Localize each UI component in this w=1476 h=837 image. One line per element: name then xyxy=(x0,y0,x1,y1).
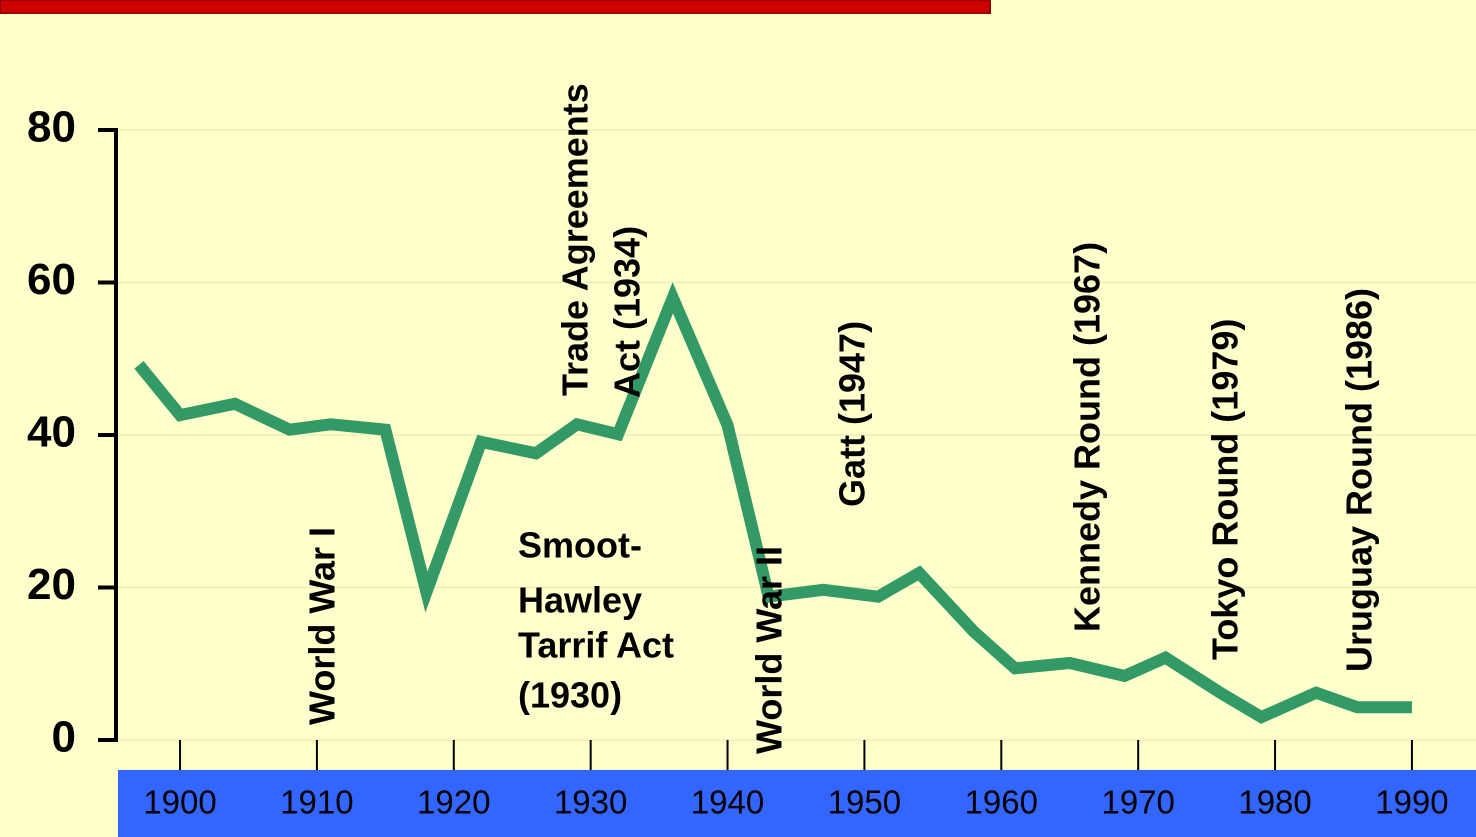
x-tick-label: 1930 xyxy=(554,784,627,821)
annotation: Hawley xyxy=(518,580,642,621)
x-tick-label: 1910 xyxy=(280,784,353,821)
grid: 0 20 40 60 80 1900 1910 1920 1930 1940 1950 1960 197… xyxy=(27,103,1476,821)
title-bar xyxy=(0,0,991,14)
x-tick-label: 1920 xyxy=(417,784,490,821)
y-tick-label: 0 xyxy=(52,713,76,762)
annotation: Tarrif Act xyxy=(518,625,674,666)
annotation: World War II xyxy=(749,546,790,754)
x-tick-label: 1980 xyxy=(1238,784,1311,821)
x-tick-label: 1960 xyxy=(965,784,1038,821)
annotations: World War I Trade Agreements Act (1934) … xyxy=(302,83,1380,754)
annotation: Trade Agreements xyxy=(555,83,596,396)
y-tick-label: 40 xyxy=(27,408,76,457)
annotation: Uruguay Round (1986) xyxy=(1339,288,1380,672)
x-tick-label: 1950 xyxy=(828,784,901,821)
annotation: Gatt (1947) xyxy=(832,321,873,507)
plot xyxy=(134,282,1412,724)
annotation: World War I xyxy=(302,527,343,725)
annotation: (1930) xyxy=(518,675,622,716)
y-tick-label: 60 xyxy=(27,255,76,304)
annotation: Kennedy Round (1967) xyxy=(1067,242,1108,632)
x-axis-band xyxy=(118,770,1476,837)
annotation: Act (1934) xyxy=(607,226,648,398)
x-tick-label: 1990 xyxy=(1375,784,1448,821)
annotation: Tokyo Round (1979) xyxy=(1205,319,1246,660)
y-tick-label: 80 xyxy=(27,103,76,152)
x-tick-label: 1940 xyxy=(691,784,764,821)
x-tick-label: 1900 xyxy=(143,784,216,821)
y-tick-label: 20 xyxy=(27,560,76,609)
x-tick-label: 1970 xyxy=(1101,784,1174,821)
annotation: Smoot- xyxy=(518,525,642,566)
data-line xyxy=(134,282,1412,724)
